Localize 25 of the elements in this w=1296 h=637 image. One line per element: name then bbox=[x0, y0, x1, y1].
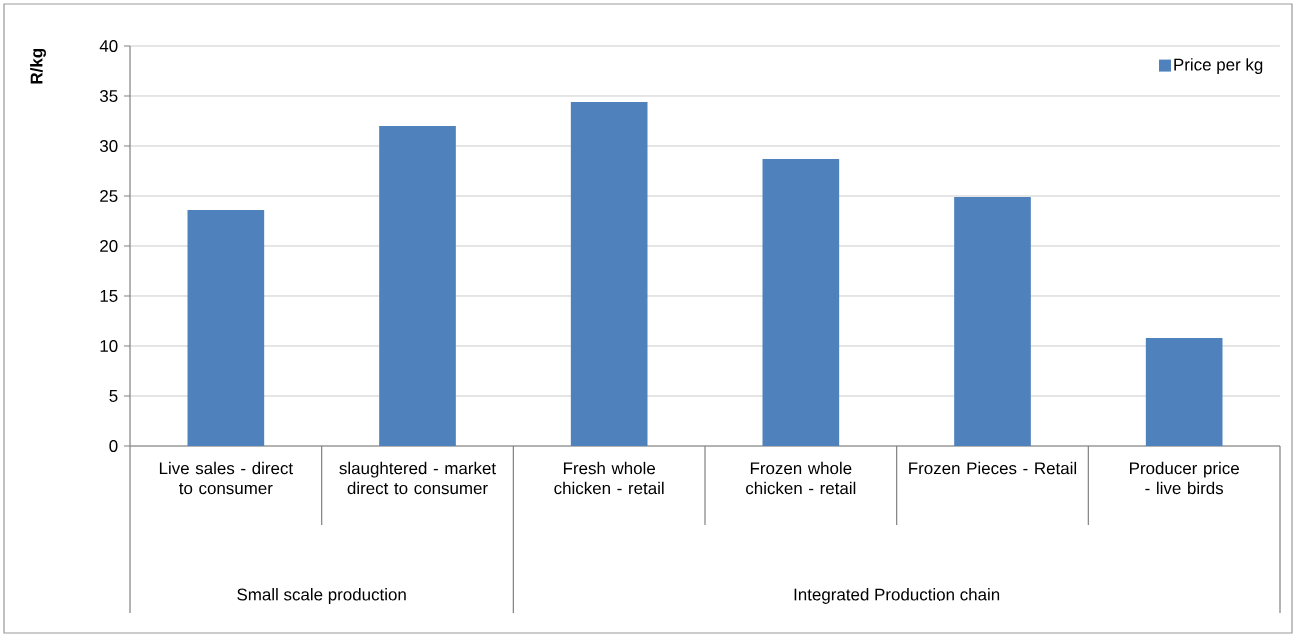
x-tick-label: Producer price - live birds bbox=[1130, 461, 1239, 495]
x-tick-label: Live sales - direct to consumer bbox=[159, 461, 293, 495]
bar bbox=[187, 209, 265, 446]
bar bbox=[570, 101, 648, 446]
y-tick-label: 25 bbox=[100, 189, 118, 202]
x-tick-label: Frozen whole chicken - retail bbox=[746, 461, 856, 495]
bar bbox=[762, 158, 840, 446]
x-tick-label: Frozen Pieces - Retail bbox=[909, 461, 1077, 475]
y-tick-label: 15 bbox=[100, 290, 118, 302]
y-tick-label: 10 bbox=[100, 339, 118, 352]
y-tick-label: 20 bbox=[100, 239, 118, 252]
y-tick-label: 40 bbox=[99, 39, 118, 52]
bar bbox=[1145, 337, 1223, 446]
text: Integrated Production chain bbox=[794, 588, 1000, 604]
y-tick-label: 0 bbox=[109, 439, 118, 452]
bar bbox=[379, 125, 456, 446]
y-tick-label: 5 bbox=[109, 390, 118, 402]
text: Small scale production bbox=[237, 588, 406, 604]
y-tick-label: 35 bbox=[99, 89, 118, 102]
bar bbox=[954, 196, 1031, 446]
y-tick-label: 30 bbox=[99, 139, 118, 152]
legend-label: Price per kg bbox=[1174, 58, 1263, 74]
y-axis-title: R/kg bbox=[30, 48, 46, 84]
x-tick-label: slaughtered - market direct to consumer bbox=[339, 461, 496, 495]
x-tick-label: Fresh whole chicken - retail bbox=[554, 461, 664, 495]
